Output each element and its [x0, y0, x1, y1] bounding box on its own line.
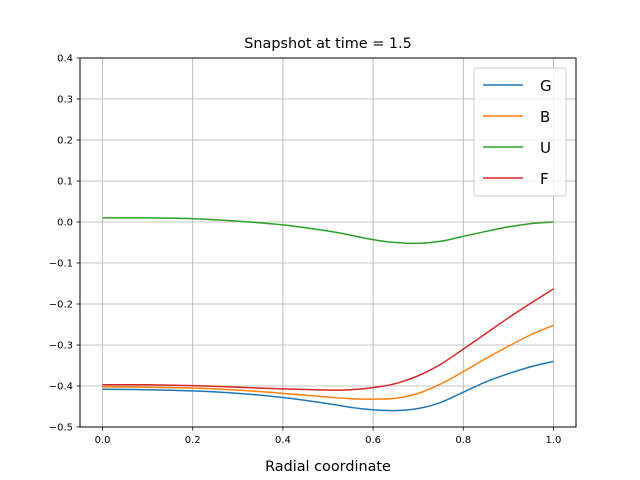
x-axis-ticks: 0.0 0.2 0.4 0.6 0.8 1.0: [95, 427, 562, 446]
y-tick-label: −0.3: [49, 341, 73, 352]
series-lines: [102, 217, 554, 412]
series-line-u: [102, 217, 554, 245]
legend-label-g: G: [540, 77, 552, 95]
y-tick-label: −0.5: [49, 423, 73, 434]
x-tick-label: 0.8: [455, 435, 471, 446]
series-line-f: [102, 288, 554, 391]
legend-label-b: B: [540, 108, 550, 126]
y-tick-label: 0.2: [57, 136, 73, 147]
x-tick-label: 0.4: [275, 435, 291, 446]
y-tick-label: −0.4: [49, 382, 73, 393]
y-tick-label: −0.1: [49, 259, 73, 270]
legend-label-u: U: [540, 139, 551, 157]
y-axis-ticks: 0.4 0.3 0.2 0.1 0.0 −0.1 −0.2 −0.3 −0.4 −0.5: [49, 54, 80, 434]
y-tick-label: 0.3: [57, 95, 73, 106]
series-line-b: [102, 324, 554, 400]
legend-frame: [473, 67, 567, 197]
legend-label-f: F: [540, 170, 549, 188]
series-line-g: [102, 360, 554, 412]
y-tick-label: −0.2: [49, 300, 73, 311]
y-tick-label: 0.4: [57, 54, 73, 65]
plot-frame: [79, 57, 577, 428]
x-axis-label: Radial coordinate: [265, 459, 391, 475]
chart-title: Snapshot at time = 1.5: [244, 36, 412, 52]
x-tick-label: 0.2: [185, 435, 201, 446]
y-tick-label: 0.0: [57, 218, 73, 229]
x-tick-label: 0.6: [365, 435, 381, 446]
x-tick-label: 1.0: [546, 435, 562, 446]
y-tick-label: 0.1: [57, 177, 73, 188]
x-tick-label: 0.0: [95, 435, 111, 446]
